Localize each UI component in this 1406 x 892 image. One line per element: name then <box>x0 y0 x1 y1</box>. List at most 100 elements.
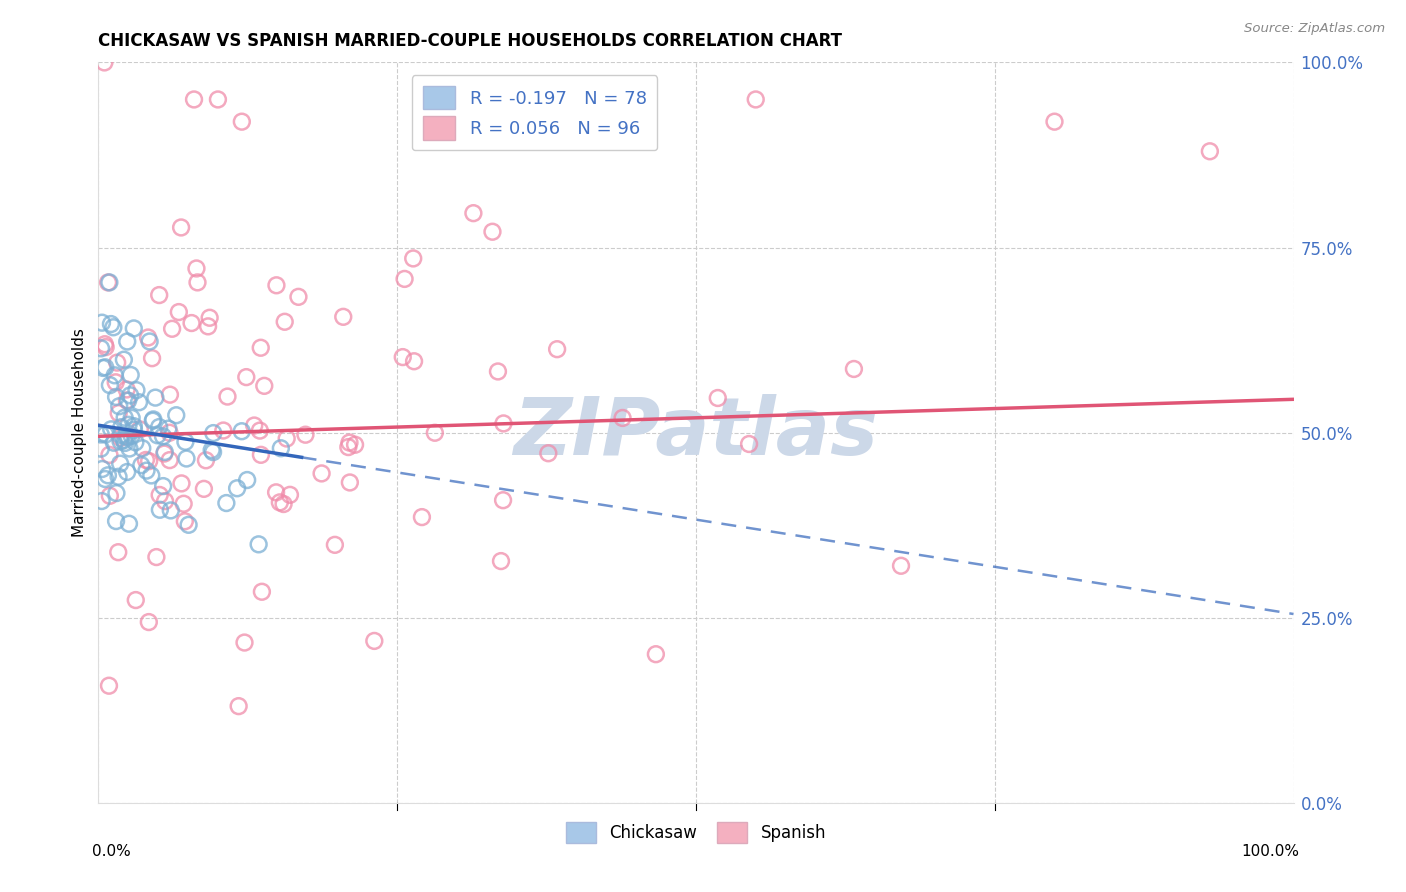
Point <box>91 316 114 330</box>
Point <box>107 469 129 483</box>
Point <box>311 467 333 481</box>
Point <box>269 495 291 509</box>
Point <box>122 423 145 437</box>
Point <box>197 319 219 334</box>
Point <box>120 368 142 382</box>
Point <box>228 699 250 714</box>
Point <box>118 516 141 531</box>
Point <box>125 593 148 607</box>
Point <box>202 426 225 441</box>
Point <box>136 330 159 344</box>
Point <box>97 468 120 483</box>
Point <box>97 276 120 290</box>
Point <box>323 538 346 552</box>
Point <box>402 252 425 266</box>
Point <box>115 465 138 479</box>
Point <box>344 438 367 452</box>
Point <box>176 451 198 466</box>
Point <box>738 437 761 451</box>
Point <box>411 510 433 524</box>
Point <box>278 488 301 502</box>
Point <box>537 446 560 460</box>
Point <box>423 425 446 440</box>
Point <box>94 337 117 351</box>
Point <box>212 424 235 438</box>
Point <box>167 305 190 319</box>
Point <box>273 315 295 329</box>
Point <box>100 422 122 436</box>
Point <box>264 485 287 500</box>
Point <box>546 342 568 356</box>
Point <box>142 412 165 426</box>
Point <box>104 376 127 390</box>
Point <box>186 261 208 276</box>
Point <box>339 435 361 450</box>
Point <box>98 276 121 290</box>
Point <box>128 422 150 436</box>
Point <box>115 383 138 397</box>
Point <box>149 488 172 502</box>
Point <box>90 494 112 508</box>
Point <box>492 493 515 508</box>
Point <box>138 454 160 468</box>
Point <box>115 393 138 408</box>
Point <box>103 320 125 334</box>
Point <box>91 360 114 375</box>
Point <box>270 442 292 456</box>
Point <box>231 114 253 128</box>
Point <box>105 356 128 370</box>
Point <box>93 55 115 70</box>
Point <box>157 422 180 436</box>
Point <box>180 316 202 330</box>
Point <box>138 334 160 349</box>
Point <box>153 494 176 508</box>
Point <box>202 445 225 459</box>
Point <box>287 290 309 304</box>
Point <box>217 390 239 404</box>
Text: 100.0%: 100.0% <box>1241 844 1299 858</box>
Point <box>233 635 256 649</box>
Point <box>273 497 295 511</box>
Point <box>294 427 316 442</box>
Point <box>120 388 142 402</box>
Point <box>226 481 249 495</box>
Point <box>159 503 181 517</box>
Point <box>118 442 141 456</box>
Point <box>198 310 221 325</box>
Point <box>145 550 167 565</box>
Point <box>152 479 174 493</box>
Point <box>170 476 193 491</box>
Point <box>131 441 153 455</box>
Point <box>117 430 139 444</box>
Point <box>124 435 146 450</box>
Point <box>125 383 148 397</box>
Point <box>115 429 138 443</box>
Point <box>94 427 117 442</box>
Point <box>745 92 768 106</box>
Point <box>159 387 181 401</box>
Point <box>1043 114 1066 128</box>
Point <box>98 489 121 503</box>
Point <box>842 362 865 376</box>
Text: Source: ZipAtlas.com: Source: ZipAtlas.com <box>1244 22 1385 36</box>
Point <box>131 458 153 472</box>
Point <box>1199 145 1222 159</box>
Point <box>186 276 208 290</box>
Text: ZIPatlas: ZIPatlas <box>513 393 879 472</box>
Point <box>145 391 167 405</box>
Point <box>332 310 354 324</box>
Point <box>98 378 121 392</box>
Point <box>135 464 157 478</box>
Point <box>108 457 131 471</box>
Point <box>247 537 270 551</box>
Point <box>152 429 174 443</box>
Point <box>138 615 160 629</box>
Point <box>153 445 176 459</box>
Point <box>215 496 238 510</box>
Point <box>481 225 503 239</box>
Point <box>94 360 117 375</box>
Point <box>142 414 165 428</box>
Point <box>231 424 253 438</box>
Point <box>243 418 266 433</box>
Point <box>165 409 187 423</box>
